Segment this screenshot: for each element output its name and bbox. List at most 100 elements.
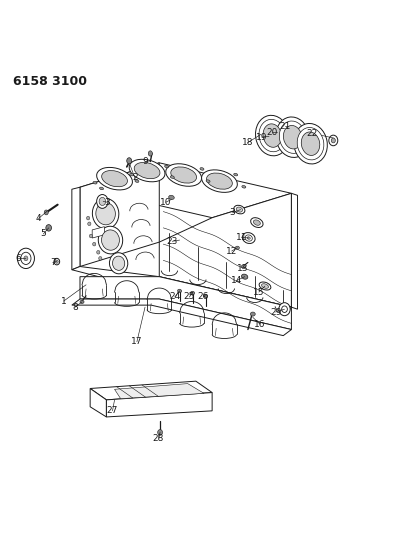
Ellipse shape — [294, 124, 327, 164]
Ellipse shape — [236, 207, 242, 212]
Ellipse shape — [263, 124, 282, 147]
Text: 5: 5 — [40, 230, 46, 238]
Ellipse shape — [242, 185, 246, 188]
Text: 25: 25 — [184, 293, 195, 302]
Ellipse shape — [259, 119, 286, 152]
Text: 7: 7 — [50, 258, 55, 267]
Text: 17: 17 — [131, 337, 143, 346]
Polygon shape — [291, 193, 297, 309]
Ellipse shape — [329, 135, 338, 146]
Text: 2: 2 — [132, 173, 137, 182]
Ellipse shape — [127, 158, 132, 164]
Ellipse shape — [242, 265, 246, 268]
Text: 24: 24 — [169, 293, 180, 302]
Text: 22: 22 — [306, 128, 317, 138]
Polygon shape — [261, 122, 326, 149]
Ellipse shape — [171, 167, 197, 183]
Ellipse shape — [148, 151, 152, 156]
Ellipse shape — [93, 243, 96, 246]
Ellipse shape — [206, 173, 232, 189]
Text: 11: 11 — [236, 233, 247, 242]
Polygon shape — [72, 266, 291, 307]
Ellipse shape — [113, 256, 125, 270]
Ellipse shape — [301, 132, 320, 156]
Text: 13: 13 — [237, 264, 248, 273]
Polygon shape — [159, 193, 291, 307]
Ellipse shape — [276, 117, 309, 157]
Ellipse shape — [297, 127, 324, 160]
Ellipse shape — [247, 237, 251, 239]
Text: 15: 15 — [253, 288, 265, 297]
Text: 18: 18 — [242, 138, 254, 147]
Ellipse shape — [93, 181, 97, 184]
Ellipse shape — [44, 210, 48, 215]
Ellipse shape — [242, 274, 248, 279]
Text: 26: 26 — [197, 293, 209, 302]
Ellipse shape — [134, 163, 160, 179]
Text: 29: 29 — [270, 308, 281, 317]
Ellipse shape — [169, 195, 174, 199]
Text: 4: 4 — [35, 214, 41, 223]
Ellipse shape — [259, 282, 271, 290]
Ellipse shape — [102, 230, 120, 250]
Ellipse shape — [109, 253, 128, 274]
Text: 10: 10 — [160, 198, 171, 207]
Ellipse shape — [92, 198, 119, 229]
Ellipse shape — [97, 167, 133, 190]
Polygon shape — [80, 163, 291, 217]
Ellipse shape — [86, 216, 90, 220]
Ellipse shape — [55, 260, 58, 263]
Ellipse shape — [204, 294, 208, 297]
Ellipse shape — [251, 312, 255, 316]
Ellipse shape — [130, 173, 133, 176]
Ellipse shape — [18, 248, 34, 269]
Ellipse shape — [279, 303, 290, 316]
Ellipse shape — [88, 222, 91, 225]
Text: 3: 3 — [230, 208, 235, 217]
Text: 12: 12 — [226, 247, 237, 255]
Text: 1: 1 — [61, 296, 67, 305]
Ellipse shape — [200, 167, 204, 170]
Ellipse shape — [262, 284, 268, 288]
Ellipse shape — [279, 121, 306, 154]
Polygon shape — [72, 299, 291, 336]
Ellipse shape — [282, 306, 287, 312]
Polygon shape — [92, 227, 104, 238]
Text: 14: 14 — [231, 276, 242, 285]
Ellipse shape — [24, 256, 28, 261]
Ellipse shape — [177, 289, 182, 293]
Ellipse shape — [235, 246, 239, 249]
Ellipse shape — [102, 171, 127, 187]
Text: 23: 23 — [166, 237, 178, 246]
Text: 6158 3100: 6158 3100 — [13, 75, 87, 88]
Ellipse shape — [99, 197, 106, 206]
Ellipse shape — [170, 176, 174, 179]
Text: 21: 21 — [279, 122, 291, 131]
Text: 19: 19 — [256, 133, 268, 142]
Text: 9: 9 — [142, 157, 149, 166]
Ellipse shape — [89, 234, 93, 238]
Ellipse shape — [284, 125, 302, 149]
Ellipse shape — [164, 165, 169, 168]
Ellipse shape — [253, 220, 260, 225]
Ellipse shape — [234, 173, 238, 176]
Ellipse shape — [255, 115, 289, 156]
Ellipse shape — [191, 291, 195, 295]
Polygon shape — [72, 187, 80, 270]
Text: 3: 3 — [104, 198, 110, 207]
Ellipse shape — [242, 232, 255, 244]
Ellipse shape — [202, 170, 237, 192]
Ellipse shape — [98, 226, 123, 254]
Text: 16: 16 — [254, 320, 266, 329]
Text: 27: 27 — [107, 406, 118, 415]
Ellipse shape — [245, 235, 252, 241]
Ellipse shape — [99, 256, 102, 260]
Ellipse shape — [80, 300, 84, 303]
Text: 28: 28 — [153, 433, 164, 442]
Ellipse shape — [96, 203, 115, 225]
Ellipse shape — [100, 187, 104, 190]
Ellipse shape — [234, 205, 245, 214]
Polygon shape — [90, 381, 212, 400]
Ellipse shape — [21, 252, 31, 264]
Polygon shape — [80, 163, 159, 266]
